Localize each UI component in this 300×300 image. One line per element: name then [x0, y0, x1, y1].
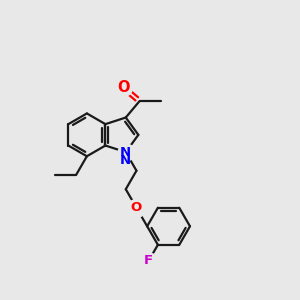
Text: O: O: [131, 201, 142, 214]
Text: O: O: [117, 80, 129, 95]
Text: F: F: [144, 254, 153, 267]
Text: N: N: [120, 154, 131, 166]
Text: N: N: [120, 146, 131, 159]
